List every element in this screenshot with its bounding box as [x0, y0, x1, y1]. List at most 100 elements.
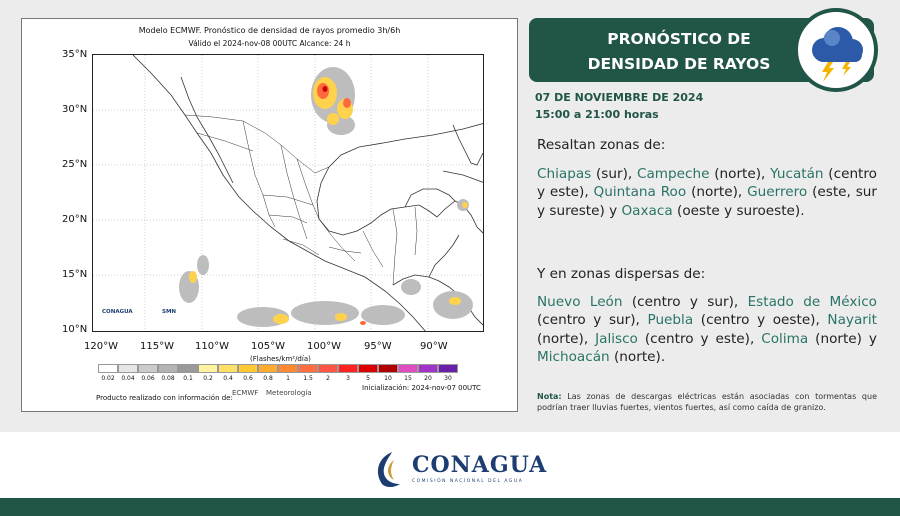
section1-states: Chiapas (sur), Campeche (norte), Yucatán… [537, 165, 877, 220]
state-detail: (oeste y suroeste). [672, 202, 805, 219]
lon-label: 105°W [251, 341, 285, 352]
section1-heading: Resaltan zonas de: [537, 137, 666, 153]
density-blobs [179, 67, 473, 327]
scale-value: 0.6 [243, 375, 253, 382]
scale-value: 0.02 [101, 375, 115, 382]
ecmwf-logo: ECMWF [232, 389, 259, 397]
scale-value: 0.1 [183, 375, 193, 382]
note-body: Las zonas de descargas eléctricas están … [537, 392, 877, 412]
lon-label: 100°W [307, 341, 341, 352]
map-title: Modelo ECMWF. Pronóstico de densidad de … [138, 26, 401, 35]
state-detail: (centro y sur), [622, 294, 748, 310]
scale-value: 1 [286, 375, 290, 382]
scale-swatch [358, 364, 378, 373]
scale-value: 10 [384, 375, 392, 382]
state-detail: (centro y sur), [537, 312, 648, 329]
lon-label: 115°W [140, 341, 174, 352]
state-detail: (norte), [709, 166, 771, 182]
state-name: Chiapas [537, 166, 592, 182]
scale-swatch [398, 364, 418, 373]
header-title-line2: DENSIDAD DE RAYOS [587, 55, 771, 73]
lat-label: 10°N [62, 324, 88, 335]
forecast-map-panel: Modelo ECMWF. Pronóstico de densidad de … [21, 18, 518, 412]
state-detail: (este, sur y sureste) y [537, 184, 877, 219]
scale-swatch [278, 364, 298, 373]
section2-states: Nuevo León (centro y sur), Estado de Méx… [537, 293, 877, 367]
state-detail: (norte), [537, 330, 596, 347]
scale-swatch [438, 364, 458, 373]
meteorologia-logo: Meteorología [266, 389, 312, 397]
lon-label: 95°W [364, 341, 392, 352]
lat-label: 30°N [62, 104, 88, 115]
scale-value: 2 [326, 375, 330, 382]
scale-swatch [98, 364, 118, 373]
state-name: Michoacán [537, 349, 610, 366]
lat-label: 20°N [62, 214, 88, 225]
scale-swatch [158, 364, 178, 373]
state-name: Yucatán [770, 166, 824, 182]
scale-value: 20 [424, 375, 432, 382]
credit-text: Producto realizado con información de: [96, 394, 233, 402]
state-name: Oaxaca [621, 202, 673, 219]
smn-map-logo: SMN [162, 309, 177, 315]
scale-swatch [238, 364, 258, 373]
state-name: Estado de México [747, 294, 877, 310]
scale-value: 1.5 [303, 375, 313, 382]
scale-swatch [138, 364, 158, 373]
state-name: Nuevo León [537, 294, 623, 310]
conagua-map-logo: CONAGUA [102, 309, 133, 315]
state-detail: (centro y oeste), [693, 312, 828, 329]
state-name: Colima [761, 330, 809, 347]
state-detail: (norte) y [808, 330, 877, 347]
footer-logo-subtext: COMISIÓN NACIONAL DEL AGUA [412, 479, 524, 484]
map-area [92, 54, 484, 332]
lat-label: 35°N [62, 49, 88, 60]
lon-label: 110°W [195, 341, 229, 352]
footer-logo-text: CONAGUA [412, 452, 548, 478]
map-grid [93, 55, 483, 331]
color-scale-labels: 0.02 0.04 0.06 0.08 0.1 0.2 0.4 0.6 0.8 1 1.5 2 3 5 10… [98, 375, 458, 382]
scale-swatch [178, 364, 198, 373]
section2-heading: Y en zonas dispersas de: [537, 266, 706, 282]
state-detail: (centro y este), [637, 330, 762, 347]
forecast-date: 07 DE NOVIEMBRE DE 2024 [535, 91, 704, 104]
state-name: Jalisco [595, 330, 638, 347]
scale-value: 3 [346, 375, 350, 382]
scale-value: 0.08 [161, 375, 175, 382]
note-text: Nota: Las zonas de descargas eléctricas … [537, 392, 877, 413]
lon-label: 120°W [84, 341, 118, 352]
state-name: Quintana Roo [593, 184, 687, 201]
scale-value: 15 [404, 375, 412, 382]
scale-swatch [298, 364, 318, 373]
scale-swatch [318, 364, 338, 373]
lon-label: 90°W [420, 341, 448, 352]
scale-swatch [218, 364, 238, 373]
scale-swatch [418, 364, 438, 373]
scale-value: 0.2 [203, 375, 213, 382]
state-name: Puebla [647, 312, 694, 329]
scale-unit: (Flashes/km²/día) [250, 355, 311, 363]
scale-value: 0.06 [141, 375, 155, 382]
color-scale [98, 364, 458, 373]
scale-swatch [198, 364, 218, 373]
lat-label: 15°N [62, 269, 88, 280]
state-name: Campeche [636, 166, 710, 182]
scale-value: 0.8 [263, 375, 273, 382]
state-detail: (sur), [591, 166, 637, 182]
state-name: Nayarit [827, 312, 877, 329]
initialization-text: Inicialización: 2024-nov-07 00UTC [362, 384, 481, 392]
conagua-emblem-icon [377, 452, 400, 487]
scale-swatch [378, 364, 398, 373]
state-detail: (centro y este), [537, 166, 877, 201]
scale-swatch [338, 364, 358, 373]
scale-value: 0.4 [223, 375, 233, 382]
map-validity: Válido el 2024-nov-08 00UTC Alcance: 24 … [188, 39, 351, 48]
state-name: Guerrero [747, 184, 808, 201]
storm-cloud-lightning-icon [794, 8, 878, 92]
lat-label: 25°N [62, 159, 88, 170]
footer-bar [0, 498, 900, 516]
scale-value: 0.04 [121, 375, 135, 382]
scale-value: 30 [444, 375, 452, 382]
mexico-map-svg [93, 55, 483, 331]
forecast-hours: 15:00 a 21:00 horas [535, 108, 659, 121]
